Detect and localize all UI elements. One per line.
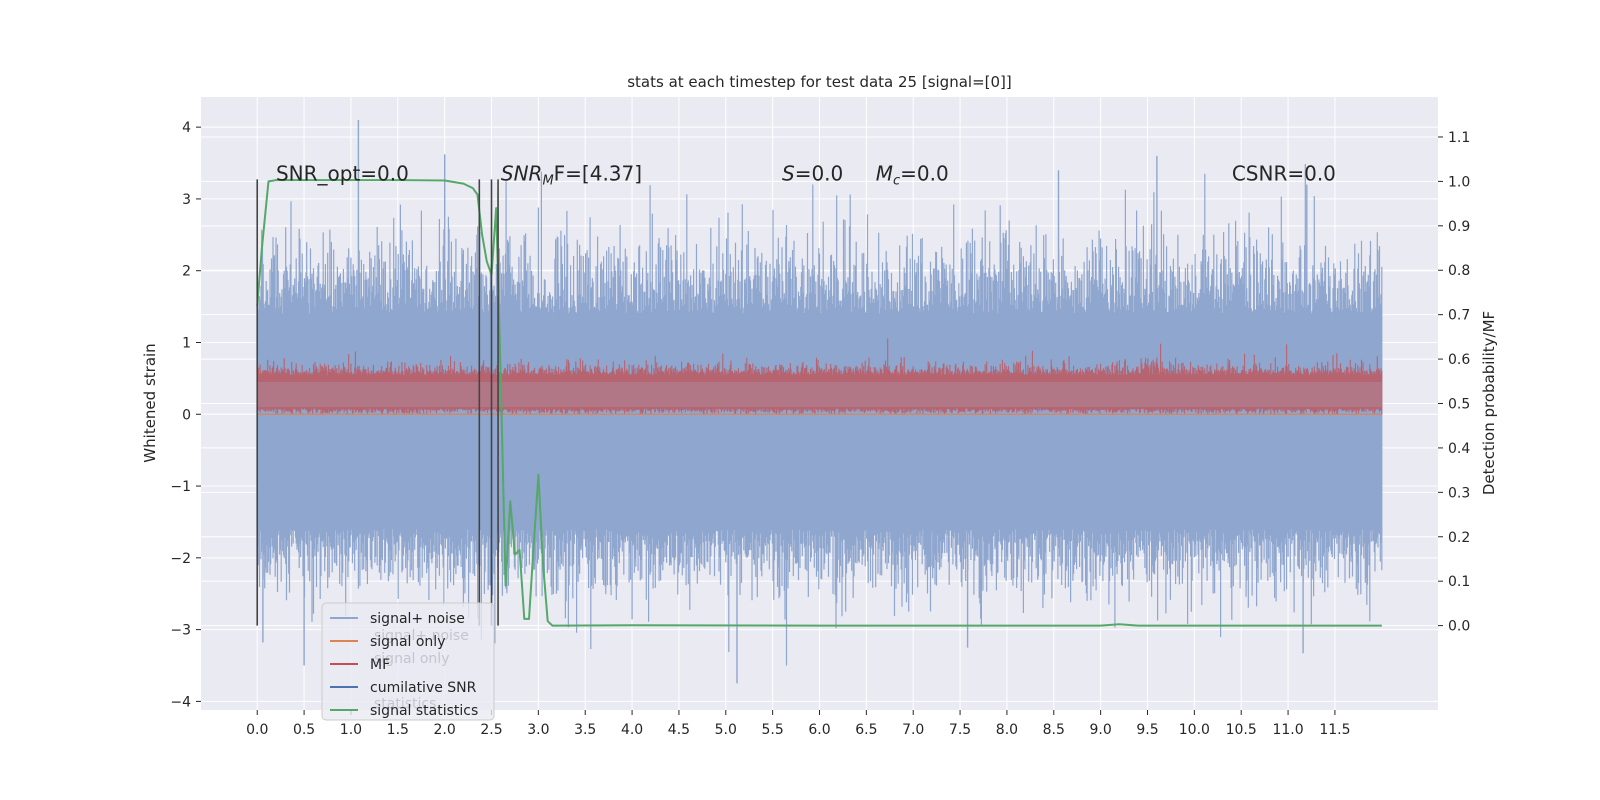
annotation-text: Mc=0.0 xyxy=(876,162,949,189)
x-tick-label: 10.0 xyxy=(1179,722,1210,738)
y2-tick-label: 1.0 xyxy=(1448,174,1470,190)
x-tick-label: 5.0 xyxy=(715,722,737,738)
legend-entry: cumilative SNR xyxy=(370,680,477,696)
x-tick-label: 0.0 xyxy=(246,722,268,738)
y-tick-label: 2 xyxy=(182,264,191,280)
y2-tick-label: 0.5 xyxy=(1448,397,1470,413)
annotations: SNR_opt=0.0 SNRMF=[4.37] S=0.0 Mc=0.0 CSNR=0… xyxy=(276,162,1336,189)
x-tick-label: 6.0 xyxy=(808,722,830,738)
x-tick-label: 4.0 xyxy=(621,722,643,738)
x-tick-label: 11.0 xyxy=(1272,722,1303,738)
annotation-text: CSNR=0.0 xyxy=(1232,162,1336,186)
y-tick-label: −4 xyxy=(170,694,191,710)
legend-ghost-text: statistics xyxy=(374,696,436,712)
y2-tick-label: 0.1 xyxy=(1448,574,1470,590)
y2-axis-label: Detection probability/MF xyxy=(1480,311,1498,495)
x-tick-label: 2.5 xyxy=(480,722,502,738)
x-ticks: 0.0 0.5 1.0 1.5 2.0 2.5 3.0 3.5 4.0 4.5 5.0 5.5 6.0 6… xyxy=(246,710,1351,738)
series-signal-noise-extremes xyxy=(262,120,1308,684)
x-tick-label: 7.5 xyxy=(949,722,971,738)
data-bands xyxy=(256,120,1383,684)
legend-entry: signal statistics xyxy=(370,703,478,719)
y-tick-label: −2 xyxy=(170,551,191,567)
series-mf-core xyxy=(257,381,1382,408)
x-tick-label: 8.0 xyxy=(996,722,1018,738)
y-tick-label: −3 xyxy=(170,623,191,639)
x-tick-label: 3.5 xyxy=(574,722,596,738)
x-tick-label: 9.5 xyxy=(1136,722,1158,738)
y2-tick-label: 0.8 xyxy=(1448,263,1470,279)
y-axis-label: Whitened strain xyxy=(141,343,159,462)
x-tick-label: 6.5 xyxy=(855,722,877,738)
y2-ticks: 0.0 0.1 0.2 0.3 0.4 0.5 0.6 0.7 0.8 0.9 1.0 1.1 xyxy=(1438,130,1470,635)
x-tick-label: 2.0 xyxy=(434,722,456,738)
annotation-text: SNRMF=[4.37] xyxy=(501,162,642,189)
x-tick-label: 8.5 xyxy=(1043,722,1065,738)
legend-box xyxy=(321,602,495,721)
y-ticks: −4 −3 −2 −1 0 1 2 3 4 xyxy=(170,120,201,710)
legend-entry: signal only xyxy=(370,634,445,650)
y2-tick-label: 0.2 xyxy=(1448,530,1470,546)
y2-tick-label: 0.3 xyxy=(1448,485,1470,501)
legend-ghost-text: signal only xyxy=(374,651,449,667)
x-tick-label: 3.0 xyxy=(527,722,549,738)
legend-ghost-text: signal+ noise xyxy=(374,628,469,644)
y2-tick-label: 1.1 xyxy=(1448,130,1470,146)
series-signal-statistics xyxy=(256,179,1382,627)
chart-title: stats at each timestep for test data 25 … xyxy=(627,73,1012,91)
legend-entry: signal+ noise xyxy=(370,611,465,627)
y2-tick-label: 0.4 xyxy=(1448,441,1470,457)
x-tick-label: 1.5 xyxy=(387,722,409,738)
x-tick-label: 4.5 xyxy=(668,722,690,738)
vertical-markers xyxy=(256,179,499,626)
x-tick-label: 9.0 xyxy=(1090,722,1112,738)
x-tick-label: 1.0 xyxy=(340,722,362,738)
x-tick-label: 10.5 xyxy=(1226,722,1257,738)
data-lines xyxy=(256,179,1382,627)
y-tick-label: −1 xyxy=(170,479,191,495)
y2-tick-label: 0.7 xyxy=(1448,308,1470,324)
y-tick-label: 0 xyxy=(182,407,191,423)
x-tick-label: 5.5 xyxy=(762,722,784,738)
x-tick-label: 11.5 xyxy=(1319,722,1350,738)
y2-tick-label: 0.6 xyxy=(1448,352,1470,368)
annotation-text: SNR_opt=0.0 xyxy=(276,162,409,186)
annotation-text: S=0.0 xyxy=(782,162,843,186)
y2-tick-label: 0.0 xyxy=(1448,619,1470,635)
x-tick-label: 7.0 xyxy=(902,722,924,738)
legend-entry: MF xyxy=(370,657,390,673)
y-tick-label: 4 xyxy=(182,120,191,136)
y-tick-label: 1 xyxy=(182,335,191,351)
y-tick-label: 3 xyxy=(182,192,191,208)
series-signal-noise-core xyxy=(257,313,1382,530)
x-tick-label: 0.5 xyxy=(293,722,315,738)
y2-tick-label: 0.9 xyxy=(1448,219,1470,235)
